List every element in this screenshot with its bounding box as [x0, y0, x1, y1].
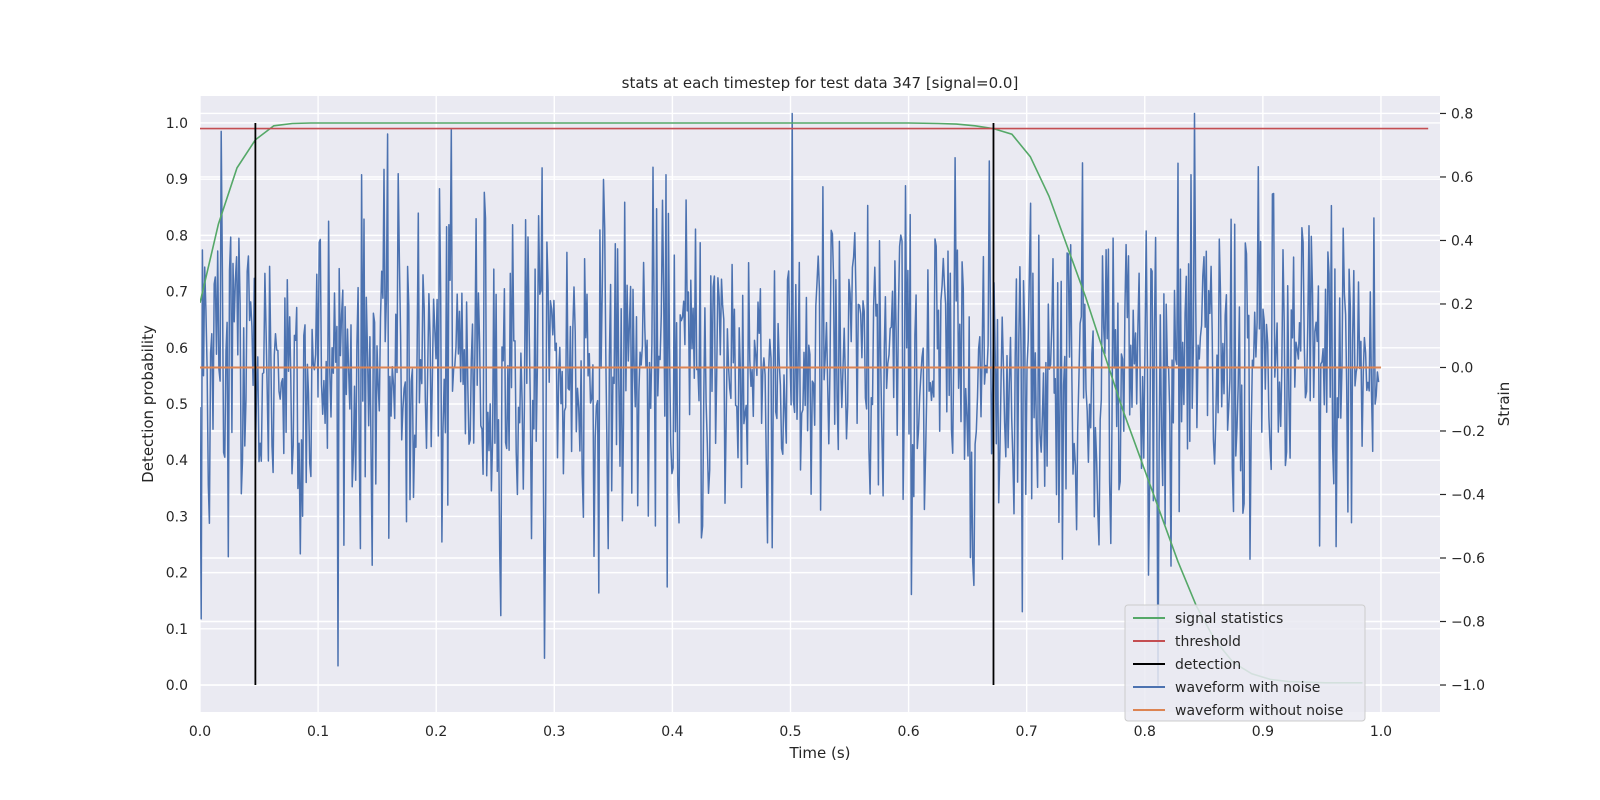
- y-tick-label: 0.7: [166, 285, 188, 301]
- y-tick-label: 0.1: [166, 622, 188, 638]
- chart-title: stats at each timestep for test data 347…: [622, 74, 1019, 92]
- x-axis-ticks: 0.0 0.1 0.2 0.3 0.4 0.5 0.6 0.7 0.8 0.9 1.0: [189, 724, 1392, 740]
- x-tick-label: 0.1: [307, 724, 329, 740]
- x-tick-label: 0.6: [897, 724, 919, 740]
- legend-box: [1124, 604, 1366, 722]
- legend-label: waveform with noise: [1175, 680, 1320, 696]
- x-tick-label: 0.4: [661, 724, 683, 740]
- y-tick-label: 0.9: [166, 172, 188, 188]
- x-tick-label: 0.9: [1252, 724, 1274, 740]
- x-tick-label: 0.3: [543, 724, 565, 740]
- x-tick-label: 0.7: [1016, 724, 1038, 740]
- y-tick-label: 0.5: [166, 397, 188, 413]
- y-tick-label: 0.3: [166, 509, 188, 525]
- legend-label: threshold: [1175, 634, 1241, 650]
- y2-tick-label: 0.0: [1451, 360, 1473, 376]
- y-tick-label: 0.6: [166, 341, 188, 357]
- y2-tick-label: −0.4: [1451, 487, 1485, 503]
- x-tick-label: 0.0: [189, 724, 211, 740]
- x-tick-label: 0.2: [425, 724, 447, 740]
- y2-axis-ticks: −1.0 −0.8 −0.6 −0.4 −0.2 0.0 0.2 0.4 0.6 0.8: [1440, 106, 1485, 694]
- y2-tick-label: 0.8: [1451, 106, 1473, 122]
- y-tick-label: 0.0: [166, 678, 188, 694]
- x-tick-label: 1.0: [1370, 724, 1392, 740]
- y2-axis-label: Strain: [1495, 382, 1513, 426]
- y-tick-label: 0.4: [166, 453, 188, 469]
- legend: signal statistics threshold detection wavef…: [1124, 604, 1366, 722]
- y-tick-label: 0.2: [166, 566, 188, 582]
- x-tick-label: 0.8: [1134, 724, 1156, 740]
- x-axis-label: Time (s): [789, 744, 851, 762]
- y-tick-label: 0.8: [166, 228, 188, 244]
- y-axis-label: Detection probability: [139, 325, 157, 483]
- y2-tick-label: −0.6: [1451, 551, 1485, 567]
- y2-tick-label: −0.2: [1451, 424, 1485, 440]
- y-tick-label: 1.0: [166, 116, 188, 132]
- legend-label: waveform without noise: [1175, 703, 1343, 719]
- y2-tick-label: 0.2: [1451, 297, 1473, 313]
- y2-tick-label: 0.4: [1451, 233, 1473, 249]
- y2-tick-label: 0.6: [1451, 170, 1473, 186]
- series-waveform-with-noise: [200, 112, 1380, 686]
- y2-tick-label: −1.0: [1451, 678, 1485, 694]
- x-tick-label: 0.5: [779, 724, 801, 740]
- legend-label: detection: [1175, 657, 1241, 673]
- y-axis-ticks: 0.0 0.1 0.2 0.3 0.4 0.5 0.6 0.7 0.8 0.9 1.0: [166, 116, 188, 694]
- y2-tick-label: −0.8: [1451, 615, 1485, 631]
- legend-label: signal statistics: [1175, 611, 1283, 627]
